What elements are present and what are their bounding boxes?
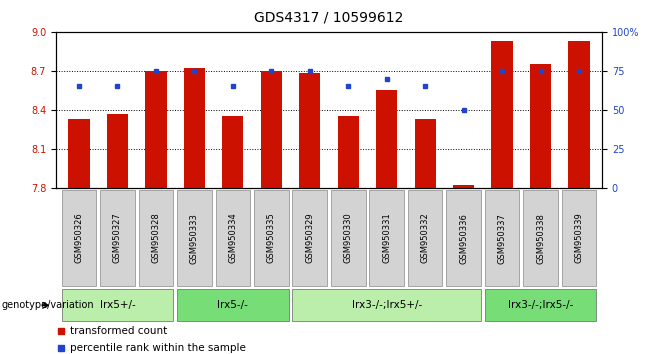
- Bar: [145, 71, 166, 188]
- Text: GSM950330: GSM950330: [343, 213, 353, 263]
- Text: GDS4317 / 10599612: GDS4317 / 10599612: [254, 11, 404, 25]
- FancyBboxPatch shape: [292, 289, 481, 321]
- FancyBboxPatch shape: [446, 190, 481, 286]
- Text: lrx5-/-: lrx5-/-: [217, 300, 248, 310]
- FancyBboxPatch shape: [523, 190, 558, 286]
- Text: GSM950328: GSM950328: [151, 213, 161, 263]
- Bar: [299, 73, 320, 188]
- Bar: [492, 41, 513, 188]
- Bar: [453, 185, 474, 188]
- Text: GSM950326: GSM950326: [74, 213, 84, 263]
- Text: lrx3-/-;lrx5+/-: lrx3-/-;lrx5+/-: [351, 300, 422, 310]
- Text: GSM950339: GSM950339: [574, 213, 584, 263]
- Text: GSM950327: GSM950327: [113, 213, 122, 263]
- FancyBboxPatch shape: [408, 190, 442, 286]
- FancyBboxPatch shape: [292, 190, 327, 286]
- Bar: [338, 116, 359, 188]
- Text: GSM950332: GSM950332: [420, 213, 430, 263]
- FancyBboxPatch shape: [177, 190, 212, 286]
- Text: lrx5+/-: lrx5+/-: [99, 300, 136, 310]
- Bar: [68, 119, 89, 188]
- Bar: [107, 114, 128, 188]
- FancyBboxPatch shape: [369, 190, 404, 286]
- Bar: [184, 68, 205, 188]
- FancyBboxPatch shape: [216, 190, 250, 286]
- FancyBboxPatch shape: [254, 190, 289, 286]
- Text: transformed count: transformed count: [70, 326, 167, 336]
- Text: genotype/variation: genotype/variation: [1, 300, 94, 310]
- Bar: [415, 119, 436, 188]
- Bar: [376, 90, 397, 188]
- FancyBboxPatch shape: [562, 190, 596, 286]
- Text: GSM950333: GSM950333: [190, 213, 199, 263]
- Text: GSM950329: GSM950329: [305, 213, 315, 263]
- Text: GSM950335: GSM950335: [266, 213, 276, 263]
- Text: GSM950331: GSM950331: [382, 213, 392, 263]
- Text: lrx3-/-;lrx5-/-: lrx3-/-;lrx5-/-: [508, 300, 573, 310]
- FancyBboxPatch shape: [177, 289, 289, 321]
- Text: GSM950337: GSM950337: [497, 213, 507, 263]
- FancyBboxPatch shape: [62, 190, 96, 286]
- Bar: [569, 41, 590, 188]
- FancyBboxPatch shape: [100, 190, 135, 286]
- Text: GSM950334: GSM950334: [228, 213, 238, 263]
- Bar: [530, 64, 551, 188]
- Text: GSM950336: GSM950336: [459, 213, 468, 263]
- FancyBboxPatch shape: [139, 190, 173, 286]
- Text: percentile rank within the sample: percentile rank within the sample: [70, 343, 245, 353]
- FancyBboxPatch shape: [485, 190, 519, 286]
- Text: GSM950338: GSM950338: [536, 213, 545, 263]
- Bar: [261, 71, 282, 188]
- FancyBboxPatch shape: [331, 190, 366, 286]
- Bar: [222, 116, 243, 188]
- FancyBboxPatch shape: [485, 289, 596, 321]
- FancyBboxPatch shape: [62, 289, 173, 321]
